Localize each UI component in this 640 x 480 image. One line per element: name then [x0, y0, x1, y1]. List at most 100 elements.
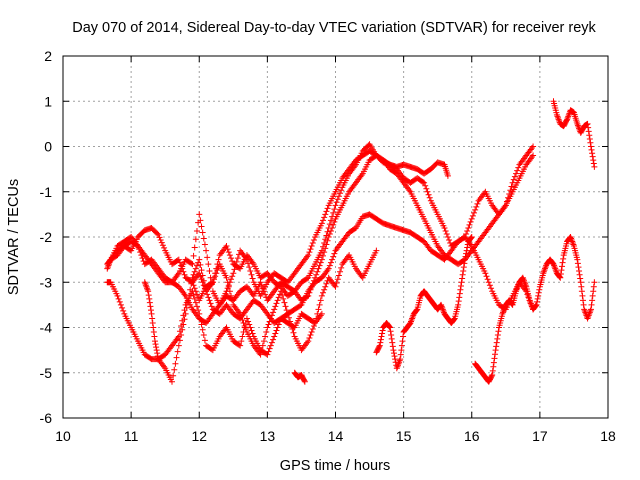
data-point	[242, 326, 249, 333]
data-point	[197, 217, 204, 224]
data-point	[215, 256, 222, 263]
data-point	[460, 267, 467, 274]
data-point	[248, 271, 255, 278]
data-point	[389, 343, 396, 350]
data-point	[460, 264, 467, 271]
data-point	[330, 209, 337, 216]
data-point	[274, 324, 281, 331]
data-point	[288, 322, 295, 329]
data-point	[281, 299, 288, 306]
data-point	[190, 252, 197, 259]
data-point	[274, 297, 281, 304]
data-point	[513, 170, 520, 177]
data-point	[462, 253, 469, 260]
data-point	[212, 273, 219, 280]
data-point	[190, 292, 197, 299]
data-point	[191, 295, 198, 302]
data-point	[335, 193, 342, 200]
data-point	[327, 259, 334, 266]
data-point	[330, 221, 337, 228]
data-point	[229, 273, 236, 280]
data-point	[459, 275, 466, 282]
data-point	[307, 332, 314, 339]
data-point	[264, 324, 271, 331]
data-point	[585, 128, 592, 135]
data-point	[258, 347, 265, 354]
data-point	[323, 208, 330, 215]
data-point	[331, 218, 338, 225]
y-tick-label: -1	[40, 184, 53, 200]
data-point	[229, 258, 236, 265]
data-point	[310, 237, 317, 244]
data-point	[192, 236, 199, 243]
data-point	[589, 292, 596, 299]
data-point	[495, 328, 502, 335]
data-point	[333, 280, 340, 287]
data-point	[422, 182, 429, 189]
data-point	[485, 279, 492, 286]
data-point	[316, 301, 323, 308]
data-point	[491, 355, 498, 362]
data-point	[446, 237, 453, 244]
data-point	[240, 319, 247, 326]
data-point	[586, 132, 593, 139]
data-point	[287, 318, 294, 325]
data-point	[376, 343, 383, 350]
data-point	[116, 298, 123, 305]
data-point	[334, 276, 341, 283]
x-tick-label: 18	[600, 428, 616, 444]
data-point	[207, 300, 214, 307]
data-point	[589, 297, 596, 304]
data-point	[223, 274, 230, 281]
data-point	[225, 283, 232, 290]
data-point	[456, 294, 463, 301]
data-point	[482, 270, 489, 277]
data-point	[576, 271, 583, 278]
data-point	[181, 271, 188, 278]
data-point	[149, 319, 156, 326]
data-point	[535, 289, 542, 296]
data-point	[392, 356, 399, 363]
data-point	[176, 259, 183, 266]
data-point	[176, 328, 183, 335]
data-point	[156, 234, 163, 241]
data-point	[180, 268, 187, 275]
data-point	[591, 279, 598, 286]
data-point	[155, 231, 162, 238]
data-point	[171, 366, 178, 373]
data-point	[388, 335, 395, 342]
data-point	[338, 187, 345, 194]
data-point	[153, 347, 160, 354]
data-point	[266, 345, 273, 352]
data-point	[154, 350, 161, 357]
data-point	[224, 279, 231, 286]
data-point	[468, 234, 475, 241]
data-point	[239, 316, 246, 323]
data-point	[473, 203, 480, 210]
data-point	[271, 333, 278, 340]
data-point	[309, 326, 316, 333]
data-point	[270, 336, 277, 343]
data-point	[301, 377, 308, 384]
data-point	[265, 321, 272, 328]
data-point	[207, 274, 214, 281]
data-point	[147, 307, 154, 314]
data-point	[201, 241, 208, 248]
data-point	[413, 307, 420, 314]
data-point	[198, 321, 205, 328]
data-point	[560, 255, 567, 262]
data-point	[337, 268, 344, 275]
data-point	[320, 252, 327, 259]
data-point	[576, 267, 583, 274]
data-point	[457, 286, 464, 293]
data-point	[490, 359, 497, 366]
y-tick-label: -3	[40, 274, 53, 290]
data-point	[310, 322, 317, 329]
data-point	[229, 297, 236, 304]
data-point	[514, 167, 521, 174]
data-point	[237, 310, 244, 317]
data-point	[154, 230, 161, 237]
data-point	[591, 163, 598, 170]
data-point	[228, 276, 235, 283]
data-point	[275, 321, 282, 328]
